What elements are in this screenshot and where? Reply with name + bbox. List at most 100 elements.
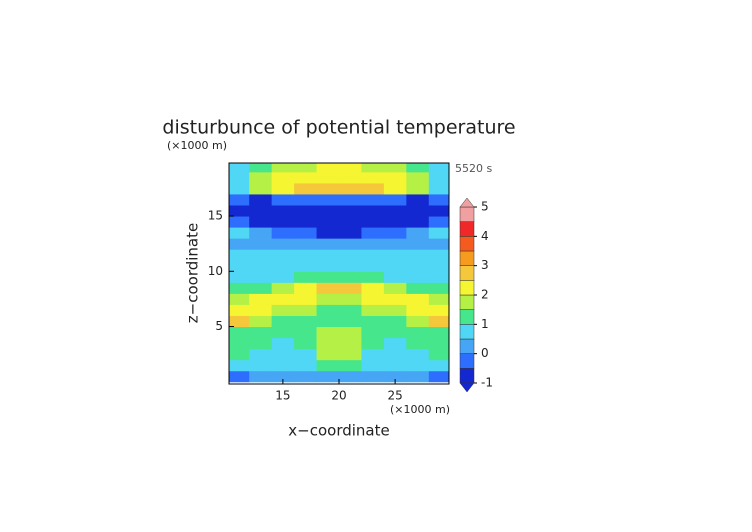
cell	[339, 359, 362, 372]
cell	[339, 260, 362, 272]
colorbar-segment	[459, 368, 475, 384]
cell	[316, 227, 340, 239]
cell	[294, 293, 318, 305]
cell	[271, 260, 295, 272]
cell	[229, 182, 250, 195]
cell	[249, 282, 273, 294]
cell	[294, 315, 318, 328]
cell	[383, 227, 407, 239]
cell	[294, 216, 318, 228]
cell	[249, 293, 273, 305]
cell	[361, 171, 385, 184]
cell	[271, 293, 295, 305]
colorbar-tick-label: 4	[481, 229, 489, 243]
cell	[428, 227, 449, 239]
cell	[339, 326, 362, 339]
colorbar-tick-label: 3	[481, 258, 489, 272]
cell	[428, 163, 449, 173]
x-tick-label: 25	[387, 389, 402, 403]
cell	[294, 182, 318, 195]
colorbar-extend-low	[459, 382, 475, 393]
cell	[428, 171, 449, 184]
x-axis-label: x−coordinate	[288, 422, 389, 440]
colorbar-tick-label: 5	[481, 200, 489, 214]
cell	[249, 304, 273, 316]
cell	[294, 193, 318, 206]
cell	[229, 216, 250, 228]
colorbar-segment	[459, 221, 475, 237]
cell	[271, 271, 295, 283]
cell	[339, 216, 362, 228]
cell	[383, 249, 407, 261]
colorbar-segment	[459, 338, 475, 354]
cell	[361, 182, 385, 195]
y-unit: (×1000 m)	[167, 139, 227, 152]
cell	[316, 304, 340, 316]
cell	[271, 216, 295, 228]
cell	[406, 271, 430, 283]
cell	[406, 282, 430, 294]
cell	[406, 193, 430, 206]
colorbar-extend-high	[459, 197, 475, 208]
cell	[271, 282, 295, 294]
cell	[294, 326, 318, 339]
cell	[316, 171, 340, 184]
cell	[229, 293, 250, 305]
cell	[271, 227, 295, 239]
cell	[229, 337, 250, 350]
colorbar-segment	[459, 324, 475, 340]
cell	[316, 370, 340, 383]
cell	[361, 304, 385, 316]
cell	[229, 193, 250, 206]
cell	[361, 193, 385, 206]
cell	[339, 204, 362, 217]
cell	[249, 271, 273, 283]
cell	[428, 293, 449, 305]
cell	[406, 227, 430, 239]
x-tick-label: 15	[275, 389, 290, 403]
colorbar-segment	[459, 309, 475, 325]
y-tick-label: 5	[215, 319, 223, 333]
cell	[316, 348, 340, 361]
cell	[294, 163, 318, 173]
cell	[406, 348, 430, 361]
cell	[361, 370, 385, 383]
cell	[339, 370, 362, 383]
cell	[229, 326, 250, 339]
colorbar-tick-label: 2	[481, 288, 489, 302]
cell	[271, 238, 295, 250]
time-label: 5520 s	[455, 162, 492, 175]
cell	[361, 163, 385, 173]
cell	[249, 326, 273, 339]
cell	[361, 216, 385, 228]
cell	[294, 227, 318, 239]
plot-area	[229, 163, 449, 383]
chart-title: disturbunce of potential temperature	[162, 117, 515, 139]
cell	[339, 271, 362, 283]
cell	[339, 163, 362, 173]
colorbar-segment	[459, 294, 475, 310]
cell	[339, 249, 362, 261]
cell	[383, 326, 407, 339]
colorbar-segment	[459, 353, 475, 369]
colorbar-segment	[459, 236, 475, 252]
cell	[406, 293, 430, 305]
colorbar-tick-label: 0	[481, 346, 489, 360]
cell	[316, 337, 340, 350]
cell	[383, 304, 407, 316]
cell	[406, 249, 430, 261]
cell	[406, 163, 430, 173]
cell	[339, 315, 362, 328]
cell	[249, 171, 273, 184]
cell	[249, 260, 273, 272]
cell	[229, 304, 250, 316]
cell	[249, 204, 273, 217]
cell	[406, 304, 430, 316]
cell	[249, 249, 273, 261]
cell	[428, 271, 449, 283]
cell	[361, 260, 385, 272]
cell	[229, 204, 250, 217]
cell	[316, 271, 340, 283]
cell	[383, 348, 407, 361]
